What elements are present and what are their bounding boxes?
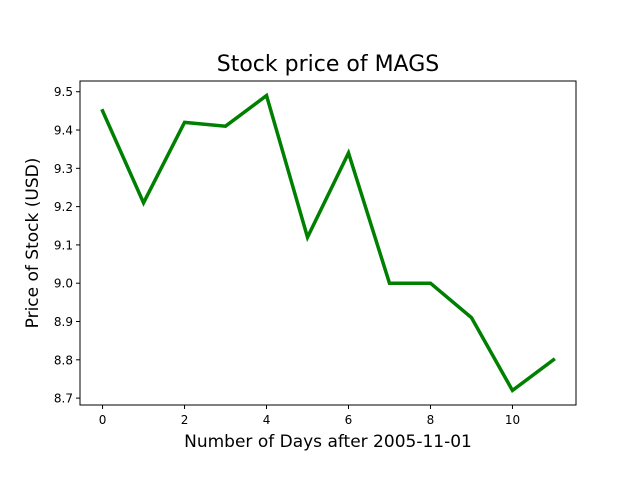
series-line bbox=[100, 92, 556, 394]
y-tick-label: 9.2 bbox=[54, 200, 73, 214]
x-tick-label: 10 bbox=[505, 413, 520, 427]
y-tick-label: 9.3 bbox=[54, 162, 73, 176]
axes-frame bbox=[79, 80, 577, 406]
y-tick-label: 9.5 bbox=[54, 85, 73, 99]
y-axis-label: Price of Stock (USD) bbox=[23, 158, 43, 329]
x-tick-label: 8 bbox=[427, 413, 435, 427]
x-tick-label: 0 bbox=[99, 413, 107, 427]
x-axis-label: Number of Days after 2005-11-01 bbox=[184, 432, 472, 452]
x-tick-label: 2 bbox=[181, 413, 189, 427]
y-tick-label: 8.8 bbox=[54, 353, 73, 367]
y-tick-label: 9.4 bbox=[54, 124, 73, 138]
y-tick-label: 8.9 bbox=[54, 315, 73, 329]
y-tick-label: 8.7 bbox=[54, 392, 73, 406]
y-tick-label: 9.1 bbox=[54, 238, 73, 252]
x-tick-label: 4 bbox=[263, 413, 271, 427]
y-tick-label: 9.0 bbox=[54, 277, 73, 291]
axis-ticks: 0 2 4 6 8 10 8.7 8.8 8.9 9.0 9.1 9.2 9.3 9.4 9.5 bbox=[54, 85, 520, 427]
x-tick-label: 6 bbox=[345, 413, 353, 427]
chart-title: Stock price of MAGS bbox=[217, 52, 439, 77]
